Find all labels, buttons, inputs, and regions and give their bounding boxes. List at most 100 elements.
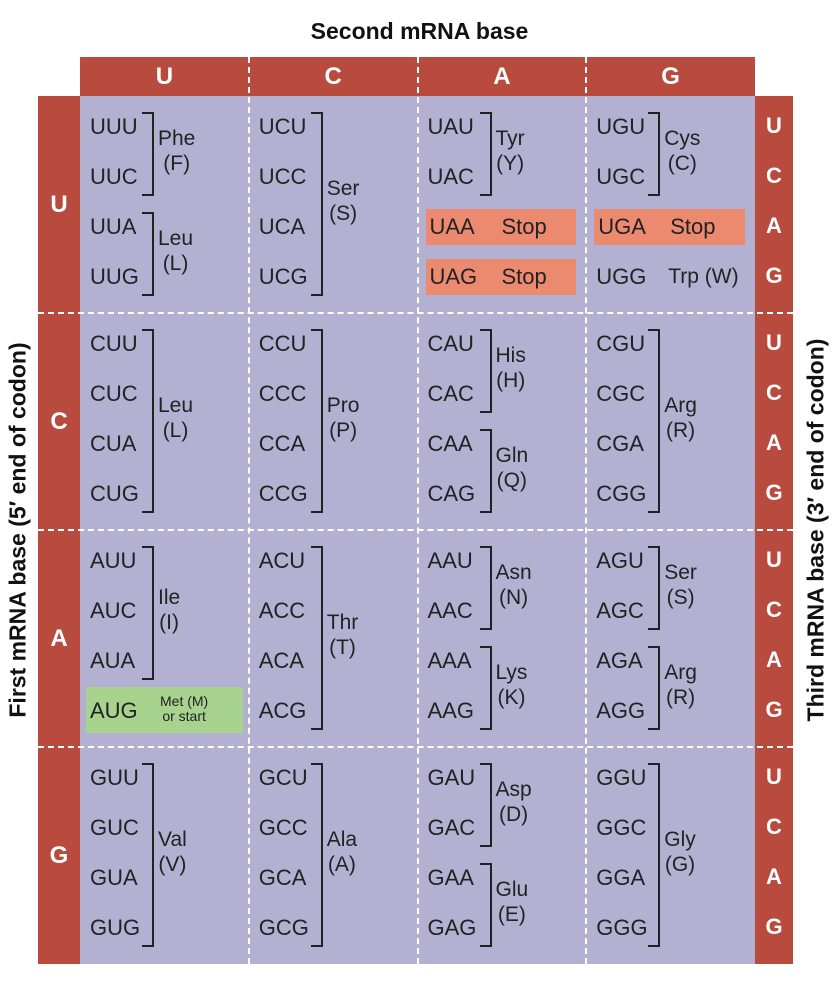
amino-acid-label: Trp (W): [668, 265, 739, 288]
third-base-A-U: U: [766, 547, 782, 572]
codon-AAC: AAC: [427, 598, 473, 623]
codon-UGU: UGU: [596, 114, 646, 139]
codon-CUA: CUA: [90, 431, 137, 456]
start-codon: AUG: [90, 698, 138, 723]
row-divider: [38, 312, 793, 314]
codon-AAG: AAG: [427, 698, 474, 723]
third-base-U-G: G: [765, 263, 783, 288]
third-base-G-G: G: [765, 914, 783, 939]
codon-UGC: UGC: [596, 164, 646, 189]
third-base-G-U: U: [766, 764, 782, 789]
codon-GUC: GUC: [90, 815, 139, 840]
amino-acid-label: Thr (T): [326, 611, 359, 660]
codon-CAA: CAA: [427, 431, 473, 456]
third-base-A-G: G: [765, 697, 783, 722]
amino-acid-label: Asn (N): [495, 561, 532, 610]
codon-CAU: CAU: [427, 331, 474, 356]
first-base-G: G: [49, 841, 69, 869]
codon-AGG: AGG: [596, 698, 646, 723]
bracket: [142, 329, 154, 513]
bracket: [479, 112, 492, 196]
first-base-C: C: [50, 407, 68, 435]
codon-UCA: UCA: [258, 214, 306, 239]
amino-acid-label: Phe (F): [158, 127, 196, 176]
codon-AGC: AGC: [596, 598, 644, 623]
third-base-C-C: C: [766, 380, 782, 405]
bracket: [479, 329, 492, 413]
second-base-G: G: [661, 63, 680, 90]
bracket: [142, 112, 154, 196]
codon-UUG: UUG: [90, 264, 139, 289]
bracket: [648, 546, 661, 630]
bracket: [648, 329, 661, 513]
stop-codon: UGA: [598, 214, 646, 239]
column-divider: [247, 57, 250, 964]
codon-GUA: GUA: [90, 865, 138, 890]
third-base-A-A: A: [766, 647, 782, 672]
amino-acid-label: Ala (A): [326, 828, 358, 877]
codon-CGU: CGU: [596, 331, 646, 356]
start-label: Met (M) or start: [160, 693, 209, 724]
second-base-C: C: [324, 63, 342, 90]
bracket: [479, 429, 492, 513]
stop-codon-box: [594, 209, 745, 245]
row-divider: [38, 746, 793, 748]
codon-GCC: GCC: [258, 815, 308, 840]
stop-codon: UAA: [429, 214, 475, 239]
codon-GUG: GUG: [90, 915, 141, 940]
codon-CCU: CCU: [258, 331, 307, 356]
amino-acid-label: Lys (K): [495, 661, 528, 710]
first-base-U: U: [50, 190, 68, 218]
codon-CUC: CUC: [90, 381, 138, 406]
stop-label: Stop: [670, 214, 716, 239]
amino-acid-label: Ser (S): [326, 177, 360, 226]
codon-AAU: AAU: [427, 548, 473, 573]
first-base-title: First mRNA base (5′ end of codon): [4, 342, 31, 718]
bracket: [142, 212, 154, 296]
codon-UUA: UUA: [90, 214, 137, 239]
start-codon-box: [86, 687, 243, 733]
codon-GCA: GCA: [258, 865, 307, 890]
third-base-A-C: C: [766, 597, 782, 622]
codon-ACC: ACC: [258, 598, 306, 623]
codon-GUU: GUU: [90, 765, 139, 790]
amino-acid-label: Asp (D): [495, 778, 532, 827]
codon-CUU: CUU: [90, 331, 138, 356]
codon-GAC: GAC: [427, 815, 476, 840]
bracket: [479, 546, 492, 630]
bracket: [310, 329, 323, 513]
codon-CAG: CAG: [427, 481, 476, 506]
bracket: [648, 763, 661, 947]
amino-acid-label: His (H): [495, 344, 526, 393]
codon-CAC: CAC: [427, 381, 474, 406]
codon-UUC: UUC: [90, 164, 138, 189]
bracket: [479, 763, 492, 847]
row-divider: [38, 529, 793, 531]
amino-acid-label: Leu (L): [158, 394, 194, 443]
third-base-C-A: A: [766, 430, 782, 455]
amino-acid-label: Arg (R): [664, 661, 697, 710]
codon-AUU: AUU: [90, 548, 137, 573]
codon-GGC: GGC: [596, 815, 647, 840]
codon-GGG: GGG: [596, 915, 648, 940]
column-divider: [416, 57, 419, 964]
codon-CCA: CCA: [258, 431, 306, 456]
stop-label: Stop: [501, 264, 547, 289]
codon-UCU: UCU: [258, 114, 307, 139]
codon-GGA: GGA: [596, 865, 646, 890]
stop-codon: UAG: [429, 264, 478, 289]
amino-acid-label: Ser (S): [664, 561, 697, 610]
codon-AUA: AUA: [90, 648, 136, 673]
codon-GCG: GCG: [258, 915, 309, 940]
third-base-U-C: C: [766, 163, 782, 188]
amino-acid-label: Gln (Q): [495, 444, 529, 493]
codon-AGU: AGU: [596, 548, 644, 573]
second-base-U: U: [155, 63, 174, 90]
amino-acid-label: Val (V): [158, 828, 187, 877]
amino-acid-label: Ile (I): [158, 586, 181, 635]
codon-ACG: ACG: [258, 698, 307, 723]
codon-AUC: AUC: [90, 598, 137, 623]
stop-codon-box: [425, 259, 577, 295]
bracket: [310, 112, 323, 296]
